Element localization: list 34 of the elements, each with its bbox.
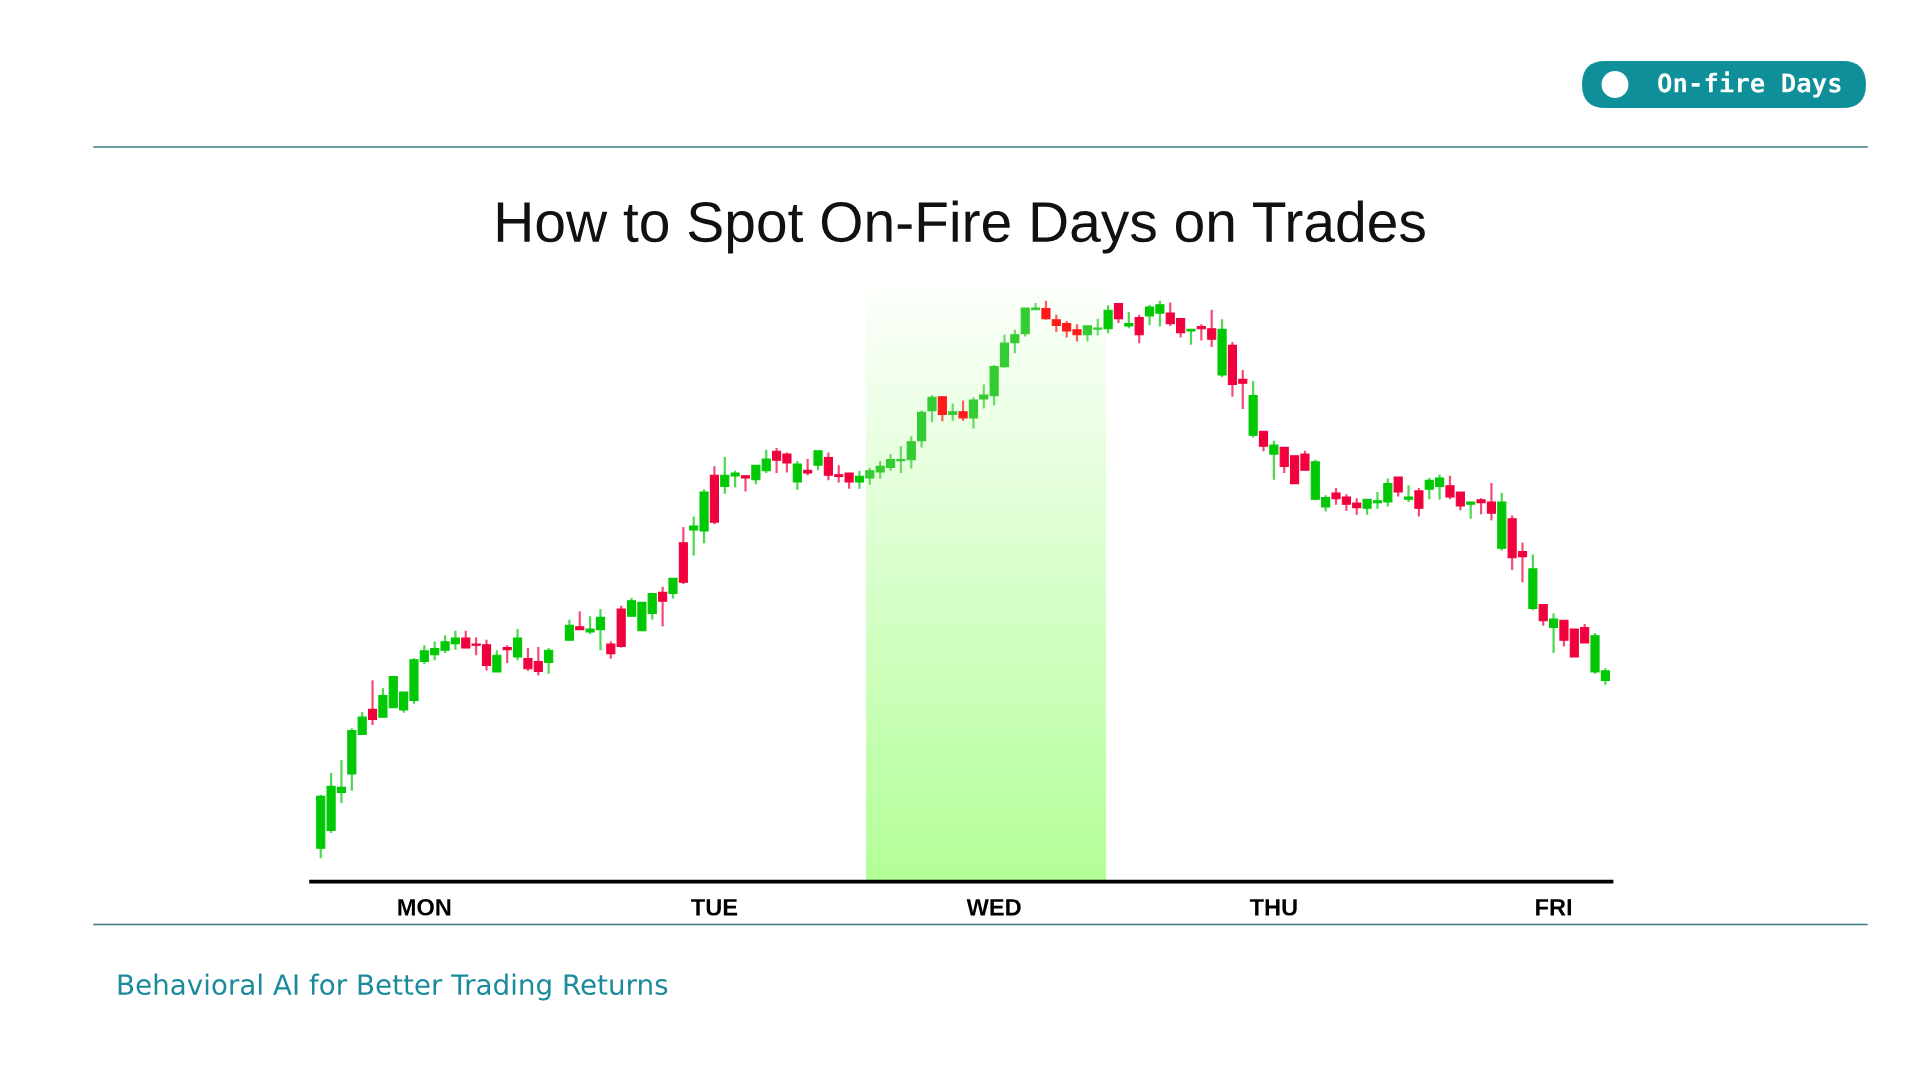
candlestick <box>1414 486 1424 518</box>
x-tick-label: THU <box>1249 899 1297 916</box>
candlestick <box>1403 484 1414 504</box>
text: On-fire Days <box>1658 71 1841 98</box>
candlestick <box>1548 612 1559 655</box>
candlestick <box>792 460 802 491</box>
text: Behavioral AI for Better Trading Returns <box>118 973 668 1001</box>
candlestick <box>564 618 574 642</box>
candlestick <box>1538 603 1548 627</box>
x-tick-label: MON <box>398 898 451 916</box>
candlestick <box>544 646 554 675</box>
x-tick-label: TUE <box>691 899 738 916</box>
candlestick <box>937 395 947 423</box>
candlestick <box>512 628 523 662</box>
candlestick <box>492 649 502 674</box>
x-tick-label: FRI <box>1536 899 1572 916</box>
candlestick <box>927 393 937 424</box>
x-tick-label: WED <box>966 899 1021 916</box>
candlestick <box>658 585 668 628</box>
candlestick <box>668 577 678 600</box>
candlestick <box>958 399 968 422</box>
candlestick <box>1113 302 1124 325</box>
candlestick <box>367 679 378 727</box>
candlestick <box>575 610 585 631</box>
candlestick <box>1258 430 1269 453</box>
candlestick <box>1010 328 1020 355</box>
candlestick <box>1134 313 1144 345</box>
candlestick <box>1103 304 1113 335</box>
chart-title: How to Spot On-Fire Days on Trades <box>497 200 1425 254</box>
candlestick <box>1041 299 1051 321</box>
candlestick <box>1269 439 1279 481</box>
candlestick <box>813 449 823 472</box>
candlestick <box>740 474 751 493</box>
candlestick <box>1393 475 1403 498</box>
